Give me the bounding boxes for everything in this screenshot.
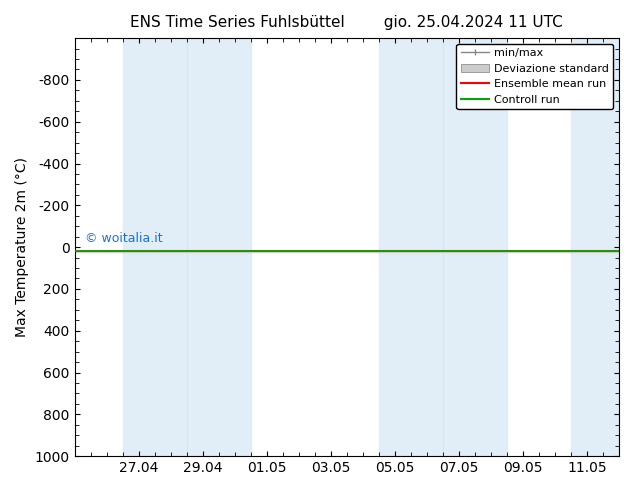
Legend: min/max, Deviazione standard, Ensemble mean run, Controll run: min/max, Deviazione standard, Ensemble m… (456, 44, 614, 109)
Bar (186, 38, 250, 456)
Bar (378, 38, 443, 456)
Bar (571, 38, 619, 456)
Text: © woitalia.it: © woitalia.it (86, 232, 163, 245)
Y-axis label: Max Temperature 2m (°C): Max Temperature 2m (°C) (15, 157, 29, 337)
Title: ENS Time Series Fuhlsbüttel        gio. 25.04.2024 11 UTC: ENS Time Series Fuhlsbüttel gio. 25.04.2… (131, 15, 563, 30)
Bar (443, 38, 507, 456)
Bar (122, 38, 186, 456)
